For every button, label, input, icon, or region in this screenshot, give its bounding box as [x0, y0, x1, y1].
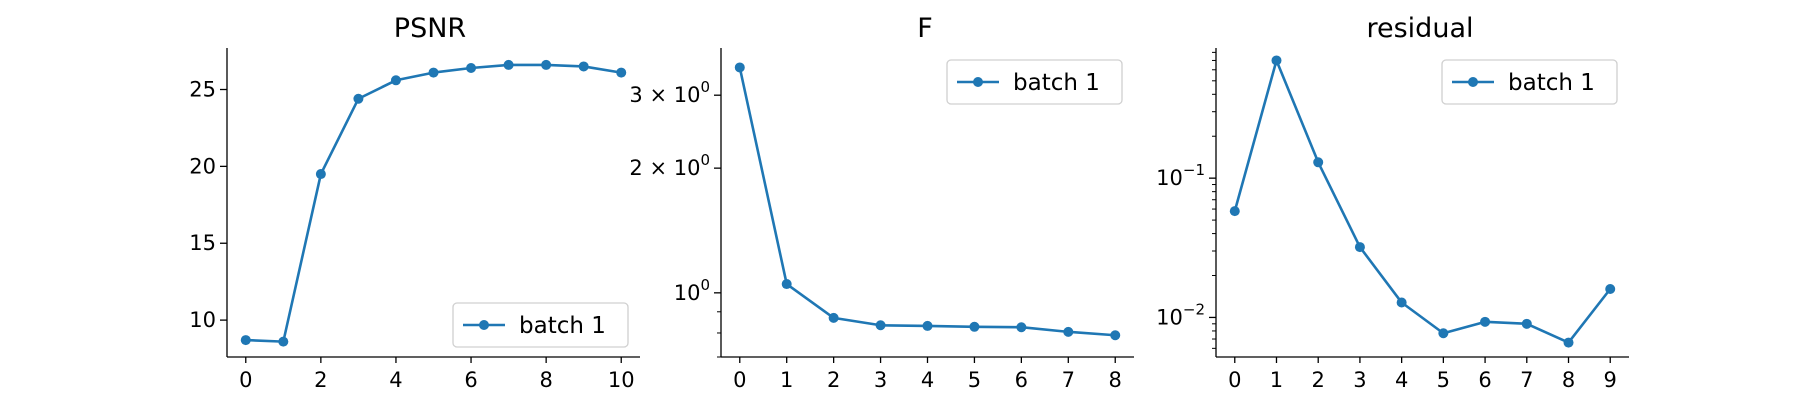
data-point	[1229, 206, 1240, 217]
data-point	[541, 59, 552, 70]
data-point	[278, 336, 289, 347]
x-tick-label: 6	[1478, 368, 1491, 392]
data-point	[1110, 330, 1121, 341]
legend-frame	[946, 59, 1123, 105]
data-point	[1313, 157, 1324, 168]
x-tick-label: 9	[1604, 368, 1617, 392]
data-point	[1521, 318, 1532, 329]
series-line	[1233, 59, 1612, 344]
data-point	[734, 62, 745, 73]
data-point	[466, 62, 477, 73]
data-point	[390, 75, 401, 86]
x-tick-label: 4	[1395, 368, 1408, 392]
x-tick-label: 6	[1015, 368, 1028, 392]
data-point	[828, 312, 839, 323]
data-point	[922, 320, 933, 331]
series-line	[738, 67, 1116, 337]
x-tick-label: 0	[1228, 368, 1241, 392]
legend-label: batch 1	[1013, 70, 1100, 96]
x-tick-label: 0	[239, 368, 252, 392]
y-tick-label: 100	[674, 276, 710, 305]
data-point	[875, 320, 886, 331]
data-point	[503, 59, 514, 70]
x-tick-label: 1	[780, 368, 793, 392]
data-point	[1438, 328, 1449, 339]
data-point	[1605, 284, 1616, 295]
data-point	[578, 61, 589, 72]
data-point	[1396, 297, 1407, 308]
data-point	[616, 67, 627, 78]
data-point	[1271, 55, 1282, 66]
x-tick-label: 1	[1270, 368, 1283, 392]
data-point	[428, 67, 439, 78]
legend: batch 1	[1441, 59, 1618, 105]
x-tick-label: 8	[539, 368, 552, 392]
x-tick-label: 6	[464, 368, 477, 392]
data-point	[781, 279, 792, 290]
psnr-panel: PSNR 0 2 4 6 8 10 10 15 20 25 batch 1	[189, 13, 640, 392]
x-tick-label: 0	[733, 368, 746, 392]
y-tick-label: 10	[189, 308, 216, 332]
data-point	[353, 93, 364, 104]
chart-title: PSNR	[394, 13, 466, 44]
data-point	[240, 335, 251, 346]
x-tick-label: 5	[968, 368, 981, 392]
x-tick-label: 4	[389, 368, 402, 392]
legend-frame	[452, 302, 629, 348]
data-point	[315, 169, 326, 180]
x-tick-label: 5	[1437, 368, 1450, 392]
f-panel: F 0 1 2 3 4 5 6 7 8 100 2 × 100 3 × 100 batch 1	[629, 13, 1134, 392]
legend-frame	[1441, 59, 1618, 105]
legend: batch 1	[452, 302, 629, 348]
x-tick-label: 7	[1520, 368, 1533, 392]
x-tick-label: 2	[1312, 368, 1325, 392]
data-point	[1563, 337, 1574, 348]
y-tick-label: 3 × 100	[629, 78, 710, 107]
legend-label: batch 1	[1508, 70, 1595, 96]
legend: batch 1	[946, 59, 1123, 105]
x-tick-label: 8	[1109, 368, 1122, 392]
data-point	[1480, 316, 1491, 327]
x-tick-label: 3	[874, 368, 887, 392]
y-tick-label: 15	[189, 231, 216, 255]
legend-marker	[973, 77, 983, 87]
x-tick-label: 4	[921, 368, 934, 392]
x-tick-label: 10	[608, 368, 635, 392]
chart-title: F	[917, 13, 933, 44]
data-point	[969, 321, 980, 332]
x-tick-label: 2	[827, 368, 840, 392]
x-tick-label: 8	[1562, 368, 1575, 392]
data-point	[1016, 322, 1027, 333]
x-tick-label: 7	[1062, 368, 1075, 392]
legend-marker	[479, 320, 489, 330]
legend-marker	[1468, 77, 1478, 87]
y-tick-label: 2 × 100	[629, 151, 710, 180]
x-tick-label: 3	[1353, 368, 1366, 392]
data-point	[1063, 326, 1074, 337]
y-tick-label: 25	[189, 78, 216, 102]
data-point	[1354, 242, 1365, 253]
y-tick-label: 10−2	[1156, 300, 1205, 329]
y-tick-label: 20	[189, 154, 216, 178]
legend-label: batch 1	[519, 313, 606, 339]
chart-title: residual	[1367, 13, 1474, 44]
residual-panel: residual 0 1 2 3 4 5 6 7 8 9 10−2 10−1 batch 1	[1156, 13, 1629, 392]
y-tick-label: 10−1	[1156, 161, 1205, 190]
series-line	[245, 63, 622, 343]
x-tick-label: 2	[314, 368, 327, 392]
